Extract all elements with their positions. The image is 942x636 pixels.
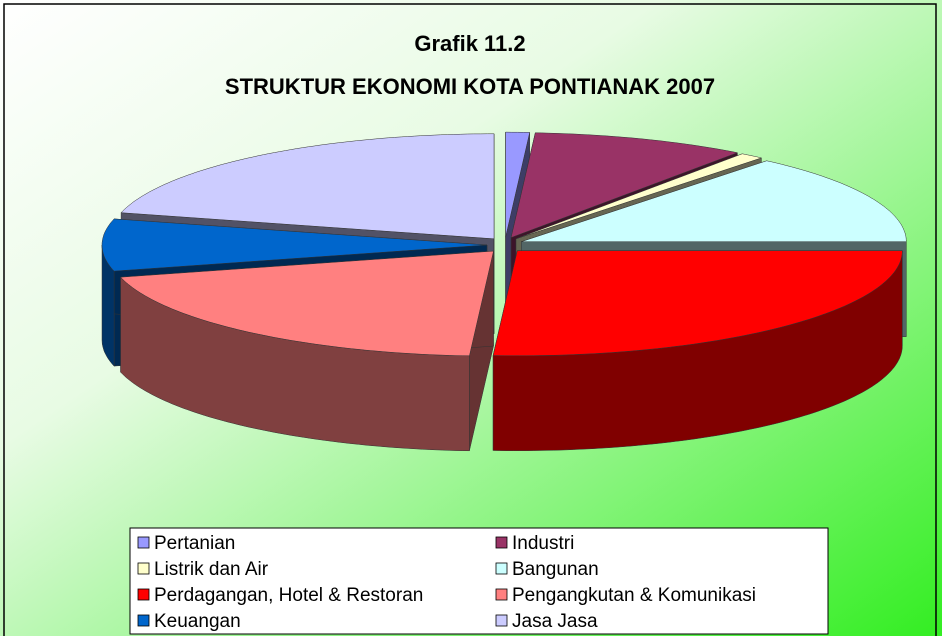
slice	[505, 131, 531, 238]
legend-label: Perdagangan, Hotel & Restoran	[154, 585, 423, 606]
slice	[510, 132, 739, 238]
legend-label: Industri	[512, 533, 574, 554]
chart-title: Grafik 11.2	[414, 31, 525, 56]
legend-swatch	[495, 562, 508, 575]
legend-swatch	[495, 588, 508, 601]
slice	[101, 218, 488, 272]
pie	[101, 131, 907, 452]
slice	[521, 160, 907, 242]
legend-box	[129, 527, 829, 635]
chart-subtitle: STRUKTUR EKONOMI KOTA PONTIANAK 2007	[225, 74, 715, 99]
legend-label: Keuangan	[154, 611, 241, 632]
legend: Pertanian Industri Listrik dan Air Bangunan…	[137, 533, 756, 632]
slice	[120, 133, 495, 240]
slice	[120, 250, 494, 357]
legend-swatch	[137, 536, 150, 549]
slice	[515, 153, 763, 240]
legend-swatch	[137, 562, 150, 575]
legend-label: Bangunan	[512, 559, 599, 580]
legend-swatch	[137, 588, 150, 601]
legend-label: Listrik dan Air	[154, 559, 269, 580]
legend-label: Jasa Jasa	[512, 611, 598, 632]
slice	[492, 250, 903, 356]
legend-label: Pengangkutan & Komunikasi	[512, 585, 756, 606]
legend-label: Pertanian	[154, 533, 235, 554]
chart-border	[3, 3, 937, 636]
legend-swatch	[495, 536, 508, 549]
legend-swatch	[495, 614, 508, 627]
legend-swatch	[137, 614, 150, 627]
